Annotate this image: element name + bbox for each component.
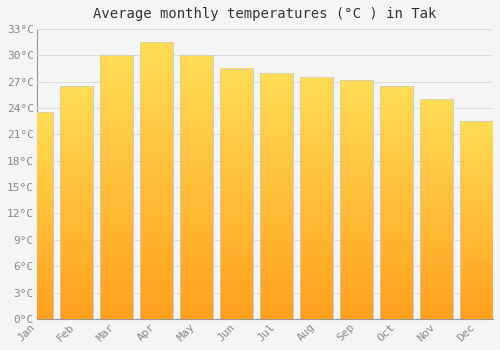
Bar: [260, 73, 293, 319]
Bar: [140, 42, 173, 319]
Bar: [100, 55, 133, 319]
Bar: [60, 86, 93, 319]
Bar: [460, 121, 493, 319]
Bar: [380, 86, 413, 319]
Bar: [420, 99, 453, 319]
Bar: [220, 69, 253, 319]
Bar: [140, 42, 173, 319]
Bar: [100, 55, 133, 319]
Bar: [300, 77, 333, 319]
Bar: [300, 77, 333, 319]
Bar: [60, 86, 93, 319]
Bar: [460, 121, 493, 319]
Bar: [340, 80, 373, 319]
Bar: [340, 80, 373, 319]
Bar: [20, 112, 53, 319]
Bar: [20, 112, 53, 319]
Bar: [420, 99, 453, 319]
Bar: [260, 73, 293, 319]
Bar: [180, 55, 213, 319]
Bar: [380, 86, 413, 319]
Bar: [220, 69, 253, 319]
Bar: [180, 55, 213, 319]
Title: Average monthly temperatures (°C ) in Tak: Average monthly temperatures (°C ) in Ta…: [93, 7, 436, 21]
